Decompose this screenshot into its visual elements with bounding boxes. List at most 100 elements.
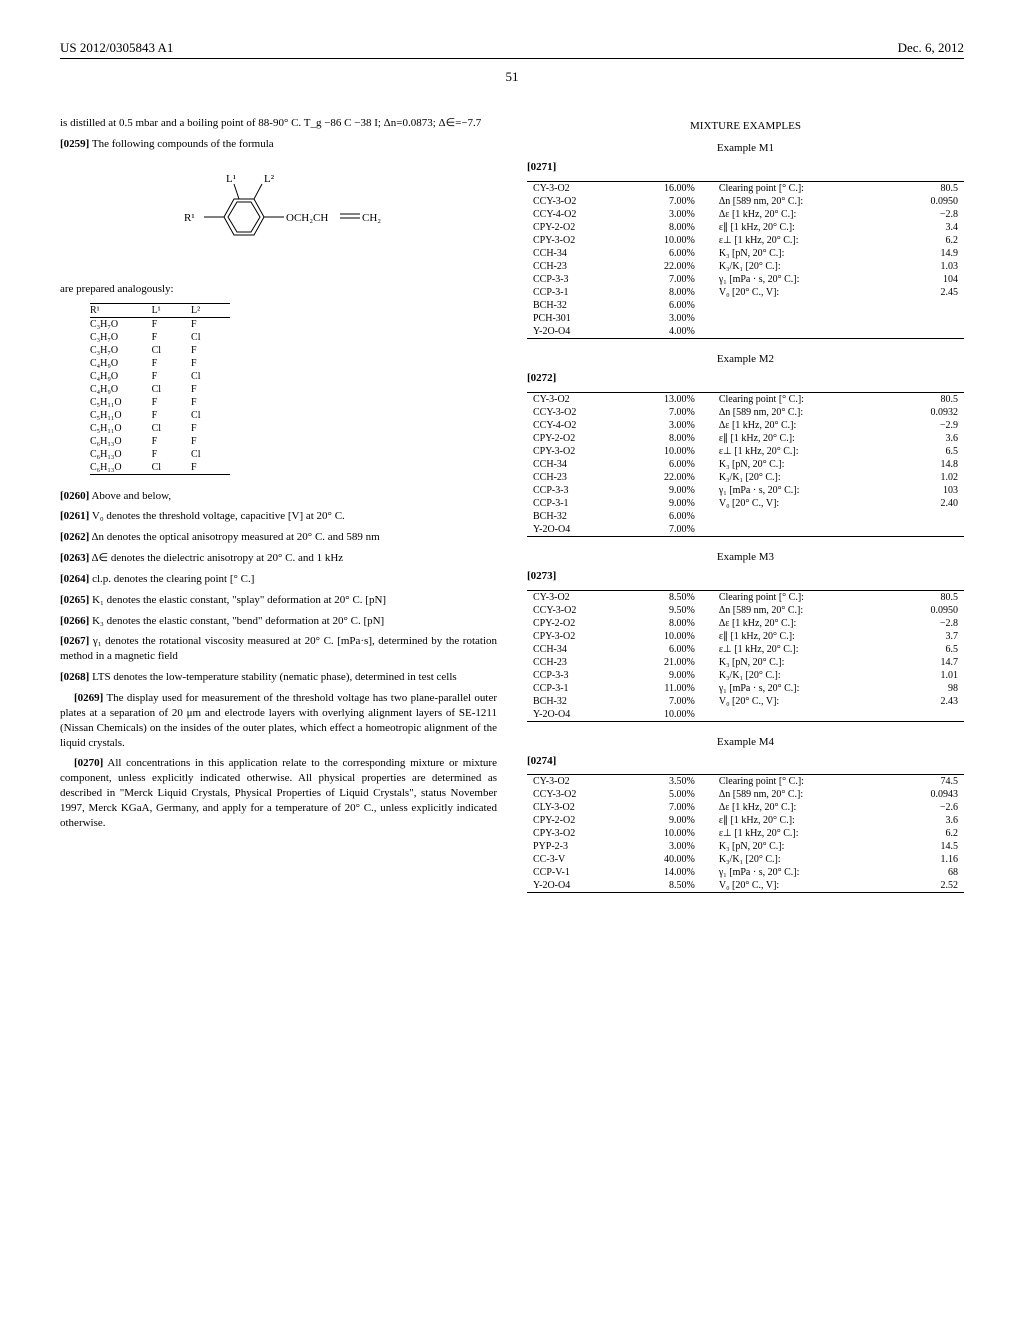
para-num: [0267] [60,635,89,647]
compound-name: CLY-3-O2 [527,801,625,814]
mixture-heading: MIXTURE EXAMPLES [527,120,964,132]
para-num: [0263] [60,552,89,564]
property-value: 68 [894,866,964,879]
compound-name: CY-3-O2 [527,181,625,195]
para-text: All concentrations in this application r… [60,757,497,828]
property-value: −2.8 [894,208,964,221]
property-name: Clearing point [° C.]: [701,392,894,406]
compound-name: PYP-2-3 [527,840,625,853]
compound-percent: 9.00% [625,497,701,510]
table-cell: C₅H₁₁O [90,396,152,409]
compound-name: CCH-23 [527,260,625,273]
compound-percent: 9.00% [625,814,701,827]
table-row: C₄H₉OClF [90,383,230,396]
definition-para: [0260] Above and below, [60,489,497,504]
compound-name: CY-3-O2 [527,590,625,604]
property-value: −2.9 [894,419,964,432]
table-row: CY-3-O28.50%Clearing point [° C.]:80.5 [527,590,964,604]
table-cell: Cl [191,331,230,344]
compound-percent: 22.00% [625,471,701,484]
compound-name: CCH-23 [527,471,625,484]
para-0269: [0269] The display used for measurement … [60,691,497,750]
compound-percent: 3.00% [625,312,701,325]
table-cell: F [191,422,230,435]
table-cell: F [152,448,191,461]
property-value [894,708,964,722]
table-row: C₅H₁₁OFF [90,396,230,409]
compound-percent: 10.00% [625,445,701,458]
table-cell: F [191,435,230,448]
table-row: CCH-346.00%K₃ [pN, 20° C.]:14.9 [527,247,964,260]
para-text: Δn denotes the optical anisotropy measur… [89,531,379,543]
property-name: γ₁ [mPa · s, 20° C.]: [701,484,894,497]
property-value: 14.7 [894,656,964,669]
property-value: 98 [894,682,964,695]
compound-percent: 8.00% [625,617,701,630]
table-cell: F [152,331,191,344]
para-num: [0271] [527,161,556,173]
property-value: 2.52 [894,879,964,893]
table-row: BCH-326.00% [527,510,964,523]
property-value: 14.5 [894,840,964,853]
compound-percent: 3.00% [625,419,701,432]
table-row: PCH-3013.00% [527,312,964,325]
property-name: K₃/K₁ [20° C.]: [701,669,894,682]
compound-percent: 40.00% [625,853,701,866]
compound-percent: 9.00% [625,484,701,497]
table-row: CCP-3-39.00%K₃/K₁ [20° C.]:1.01 [527,669,964,682]
property-value: 104 [894,273,964,286]
label-l1: L¹ [226,173,236,185]
table-cell: F [191,357,230,370]
chemical-structure: R¹ L¹ L² OCH₂CH CH₂ [60,172,497,262]
table-cell: F [152,317,191,331]
compound-name: CC-3-V [527,853,625,866]
right-column: MIXTURE EXAMPLES Example M1[0271]CY-3-O2… [527,110,964,907]
table-row: CY-3-O213.00%Clearing point [° C.]:80.5 [527,392,964,406]
table-cell: Cl [152,422,191,435]
para-0259: [0259] The following compounds of the fo… [60,137,497,152]
table-row: CCH-346.00%K₃ [pN, 20° C.]:14.8 [527,458,964,471]
property-value [894,299,964,312]
definition-para: [0263] Δ∈ denotes the dielectric anisotr… [60,551,497,566]
compound-name: CCY-3-O2 [527,604,625,617]
table-cell: F [152,357,191,370]
table-row: C₃H₇OFF [90,317,230,331]
table-row: CPY-3-O210.00%ε∥ [1 kHz, 20° C.]:3.7 [527,630,964,643]
compound-percent: 4.00% [625,325,701,339]
property-name: γ₁ [mPa · s, 20° C.]: [701,866,894,879]
left-column: is distilled at 0.5 mbar and a boiling p… [60,110,497,907]
property-value: 6.2 [894,234,964,247]
table-row: CPY-2-O28.00%ε∥ [1 kHz, 20° C.]:3.6 [527,432,964,445]
table-row: CPY-3-O210.00%ε⊥ [1 kHz, 20° C.]:6.2 [527,827,964,840]
compound-percent: 7.00% [625,695,701,708]
property-name: ε∥ [1 kHz, 20° C.]: [701,630,894,643]
th-l2: L² [191,303,230,317]
table-cell: F [191,383,230,396]
example-title: Example M4 [527,736,964,748]
compound-percent: 13.00% [625,392,701,406]
property-name: V₀ [20° C., V]: [701,497,894,510]
property-value: 80.5 [894,181,964,195]
compound-name: CCP-V-1 [527,866,625,879]
compound-name: CCY-4-O2 [527,419,625,432]
example-para-num: [0273] [527,569,964,584]
compound-name: CCP-3-1 [527,497,625,510]
compound-percent: 7.00% [625,195,701,208]
para-text: Δ∈ denotes the dielectric anisotropy at … [89,552,343,564]
property-value: 3.6 [894,814,964,827]
table-cell: C₃H₇O [90,331,152,344]
para-text: V₀ denotes the threshold voltage, capaci… [89,510,344,522]
property-name: ε∥ [1 kHz, 20° C.]: [701,221,894,234]
compound-name: CCP-3-3 [527,669,625,682]
property-name: Clearing point [° C.]: [701,181,894,195]
property-value: 1.16 [894,853,964,866]
property-name: K₃/K₁ [20° C.]: [701,471,894,484]
compound-name: Y-2O-O4 [527,523,625,537]
compound-name: CPY-2-O2 [527,221,625,234]
para-text: γ₁ denotes the rotational viscosity meas… [60,635,497,662]
table-row: CPY-2-O29.00%ε∥ [1 kHz, 20° C.]:3.6 [527,814,964,827]
table-row: CCH-346.00%ε⊥ [1 kHz, 20° C.]:6.5 [527,643,964,656]
compound-name: CCH-23 [527,656,625,669]
property-name: K₃ [pN, 20° C.]: [701,840,894,853]
compound-percent: 8.00% [625,221,701,234]
